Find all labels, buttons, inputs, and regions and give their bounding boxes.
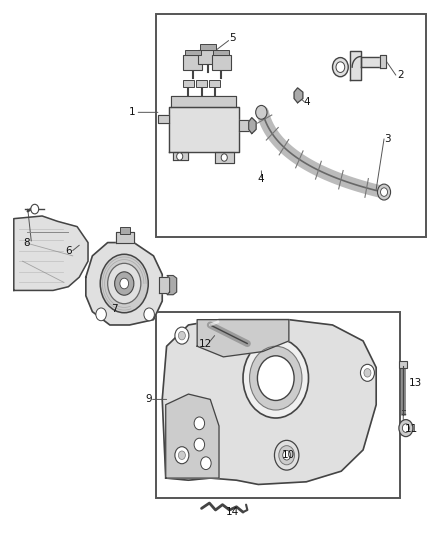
- Text: 8: 8: [24, 238, 30, 247]
- Circle shape: [336, 62, 345, 72]
- Polygon shape: [169, 107, 239, 152]
- Polygon shape: [14, 216, 88, 290]
- Circle shape: [96, 308, 106, 321]
- Circle shape: [120, 278, 129, 289]
- Text: 11: 11: [404, 424, 418, 434]
- Circle shape: [364, 368, 371, 377]
- Polygon shape: [158, 115, 169, 123]
- Polygon shape: [117, 232, 134, 243]
- Text: 5: 5: [229, 33, 235, 43]
- Bar: [120, 227, 131, 233]
- Text: 7: 7: [111, 304, 117, 314]
- Circle shape: [178, 451, 185, 459]
- Circle shape: [100, 254, 148, 313]
- Bar: [183, 55, 202, 70]
- Text: 10: 10: [283, 450, 295, 460]
- Bar: [209, 80, 220, 87]
- Circle shape: [177, 153, 183, 160]
- Polygon shape: [162, 320, 376, 484]
- Polygon shape: [173, 152, 188, 160]
- Text: 14: 14: [226, 507, 239, 517]
- Circle shape: [381, 188, 388, 196]
- Circle shape: [201, 457, 211, 470]
- Bar: [213, 50, 229, 55]
- Text: 12: 12: [199, 338, 212, 349]
- Text: 3: 3: [384, 134, 390, 144]
- Text: 6: 6: [65, 246, 72, 255]
- Polygon shape: [166, 394, 219, 478]
- Circle shape: [108, 263, 141, 304]
- Bar: [185, 50, 201, 55]
- Circle shape: [283, 450, 290, 460]
- Circle shape: [403, 424, 410, 432]
- Bar: [200, 44, 216, 50]
- Circle shape: [378, 184, 391, 200]
- Circle shape: [178, 332, 185, 340]
- Circle shape: [31, 204, 39, 214]
- Polygon shape: [249, 118, 256, 134]
- Bar: [155, 312, 400, 498]
- Polygon shape: [361, 56, 381, 67]
- Circle shape: [144, 308, 154, 321]
- Circle shape: [360, 365, 374, 381]
- Polygon shape: [197, 320, 289, 357]
- Circle shape: [275, 440, 299, 470]
- Text: 2: 2: [397, 70, 403, 80]
- Bar: [399, 361, 407, 368]
- Circle shape: [221, 154, 227, 161]
- Polygon shape: [215, 152, 234, 163]
- Circle shape: [399, 419, 413, 437]
- Polygon shape: [239, 120, 254, 131]
- Polygon shape: [159, 277, 171, 293]
- Polygon shape: [294, 88, 303, 103]
- Text: 4: 4: [303, 96, 310, 107]
- Circle shape: [243, 338, 308, 418]
- Text: 9: 9: [146, 394, 152, 405]
- Bar: [183, 80, 194, 87]
- Bar: [198, 50, 218, 64]
- Polygon shape: [167, 276, 177, 295]
- Circle shape: [256, 106, 267, 119]
- Polygon shape: [380, 55, 386, 68]
- Text: 1: 1: [128, 107, 135, 117]
- Circle shape: [194, 438, 205, 451]
- Circle shape: [250, 346, 302, 410]
- Text: 4: 4: [257, 174, 264, 184]
- Bar: [155, 14, 426, 237]
- Circle shape: [175, 327, 189, 344]
- Circle shape: [332, 58, 348, 77]
- Bar: [212, 55, 231, 70]
- Circle shape: [194, 417, 205, 430]
- Circle shape: [115, 272, 134, 295]
- Polygon shape: [350, 51, 361, 80]
- Circle shape: [258, 356, 294, 400]
- Text: 13: 13: [409, 378, 422, 389]
- Polygon shape: [86, 243, 162, 325]
- Circle shape: [175, 447, 189, 464]
- Polygon shape: [171, 96, 237, 107]
- Circle shape: [279, 446, 294, 465]
- Bar: [196, 80, 207, 87]
